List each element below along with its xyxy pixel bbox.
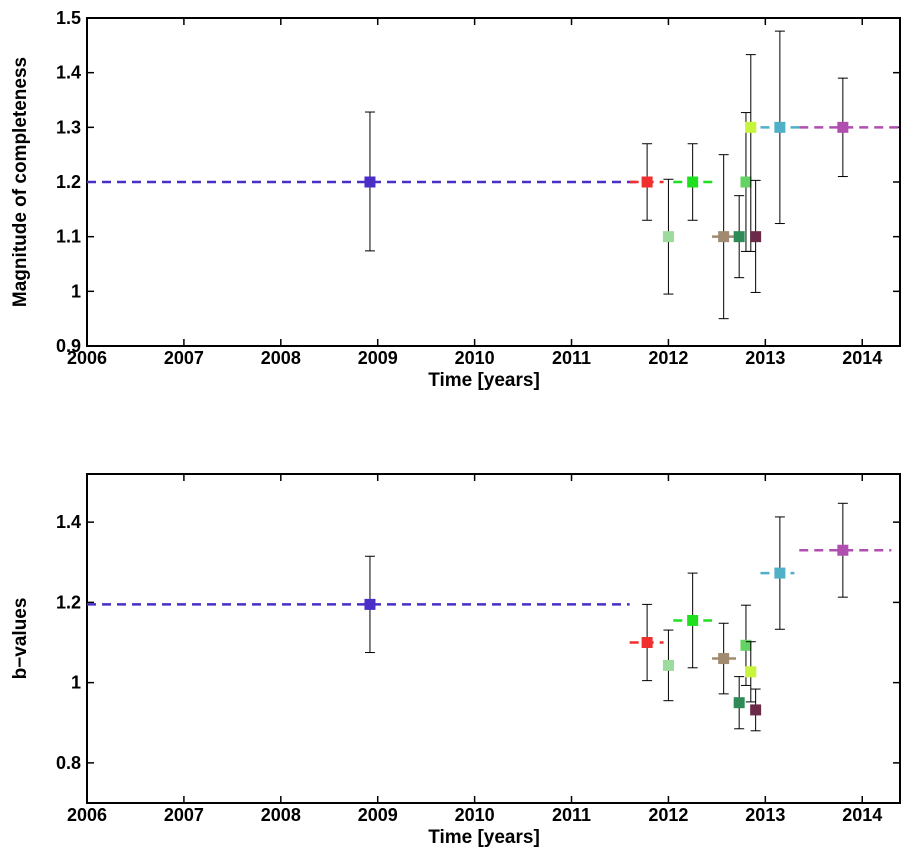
- data-point: [687, 176, 699, 188]
- data-point: [750, 704, 762, 716]
- y-tick-label: 1.2: [56, 592, 81, 612]
- data-point: [641, 176, 653, 188]
- x-tick-label: 2011: [552, 805, 591, 825]
- data-point: [774, 567, 786, 579]
- x-tick-label: 2014: [842, 805, 882, 825]
- data-point: [837, 121, 849, 133]
- y-tick-label: 1.1: [56, 227, 81, 247]
- y-tick-label: 0.9: [56, 336, 81, 356]
- y-tick-label: 1: [71, 281, 81, 301]
- x-tick-label: 2006: [67, 348, 107, 368]
- data-point: [641, 637, 653, 649]
- data-point: [740, 639, 752, 651]
- data-point: [662, 231, 674, 243]
- y-tick-label: 1.3: [56, 117, 81, 137]
- axes-frame: [86, 473, 901, 804]
- y-tick-label: 1.2: [56, 172, 81, 192]
- data-point: [364, 176, 376, 188]
- data-point: [733, 231, 745, 243]
- data-point: [662, 659, 674, 671]
- data-point: [745, 121, 757, 133]
- y-tick-label: 1.5: [56, 8, 81, 28]
- x-axis-title: Time [years]: [428, 827, 540, 848]
- x-tick-label: 2008: [261, 348, 301, 368]
- b-values-panel: 2006 2007 2008 2009 2010 2011 2012 2013 2014 0.8 1…: [10, 473, 901, 848]
- x-tick-label: 2010: [455, 348, 495, 368]
- x-axis-title: Time [years]: [428, 370, 540, 391]
- data-point: [733, 697, 745, 709]
- x-tick-label: 2011: [552, 348, 591, 368]
- x-tick-label: 2012: [648, 348, 688, 368]
- data-point: [718, 231, 730, 243]
- y-axis-title: b−values: [10, 598, 31, 680]
- x-tick-label: 2013: [745, 805, 785, 825]
- x-tick-label: 2010: [455, 805, 495, 825]
- data-point: [750, 231, 762, 243]
- x-tick-label: 2012: [648, 805, 688, 825]
- x-tick-label: 2006: [67, 805, 107, 825]
- data-point: [364, 598, 376, 610]
- y-tick-label: 1.4: [56, 63, 81, 83]
- y-axis-title: Magnitude of completeness: [10, 57, 31, 307]
- data-point: [774, 121, 786, 133]
- data-point: [740, 176, 752, 188]
- y-tick-label: 1.4: [56, 512, 81, 532]
- x-tick-label: 2013: [745, 348, 785, 368]
- y-tick-label: 1: [71, 673, 81, 693]
- data-point: [837, 544, 849, 556]
- x-tick-label: 2007: [164, 348, 204, 368]
- x-tick-label: 2009: [358, 348, 398, 368]
- data-point: [745, 666, 757, 678]
- x-tick-label: 2014: [842, 348, 882, 368]
- x-tick-label: 2009: [358, 805, 398, 825]
- completeness-panel: 2006 2007 2008 2009 2010 2011 2012 2013 2014 0.9 1…: [10, 8, 901, 391]
- x-tick-label: 2008: [261, 805, 301, 825]
- x-tick-label: 2007: [164, 805, 204, 825]
- data-point: [718, 653, 730, 665]
- data-point: [687, 614, 699, 626]
- y-tick-label: 0.8: [56, 753, 81, 773]
